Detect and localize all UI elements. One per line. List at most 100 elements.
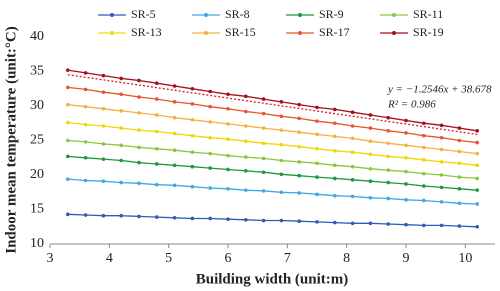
point — [261, 218, 266, 223]
point — [333, 176, 337, 181]
point — [368, 113, 373, 117]
point — [101, 179, 106, 184]
x-tick-label: 4 — [106, 251, 113, 266]
point — [208, 216, 212, 221]
point — [66, 212, 70, 217]
point — [315, 175, 319, 179]
y-tick-label: 15 — [30, 202, 44, 217]
point — [475, 163, 480, 168]
point — [439, 135, 444, 140]
series-line — [67, 121, 478, 166]
point — [66, 154, 70, 159]
point — [457, 224, 462, 228]
point — [66, 85, 70, 90]
legend-label: SR-8 — [225, 7, 250, 21]
point — [422, 184, 426, 188]
point — [244, 155, 248, 159]
point — [119, 143, 123, 148]
legend-label: SR-13 — [131, 25, 162, 39]
y-tick-label: 30 — [30, 98, 44, 113]
point — [350, 194, 355, 199]
point — [475, 188, 480, 192]
point — [333, 163, 337, 168]
legend-marker — [110, 13, 114, 17]
point — [244, 109, 248, 114]
point — [386, 180, 391, 185]
point — [155, 97, 159, 101]
x-tick-label: 7 — [284, 251, 291, 266]
point — [244, 94, 248, 99]
point — [315, 220, 319, 224]
legend-label: SR-9 — [319, 7, 344, 21]
point — [333, 107, 337, 112]
point — [261, 156, 266, 161]
series-line — [67, 213, 478, 228]
point — [119, 126, 123, 130]
trend-r2: R² = 0.986 — [387, 99, 436, 111]
point — [83, 104, 88, 109]
point — [297, 144, 302, 149]
point — [137, 95, 141, 99]
point — [226, 153, 230, 158]
point — [404, 118, 408, 123]
point — [422, 223, 426, 228]
point — [119, 109, 123, 113]
point — [226, 106, 230, 111]
point — [83, 87, 88, 92]
point — [350, 136, 355, 141]
point — [172, 84, 177, 88]
point — [279, 158, 284, 163]
point — [439, 123, 444, 128]
point — [297, 160, 302, 164]
point — [83, 122, 88, 127]
point — [226, 217, 230, 221]
point — [279, 190, 284, 195]
point — [297, 130, 302, 135]
point — [439, 200, 444, 204]
trendline — [67, 74, 478, 136]
point — [315, 132, 319, 137]
point — [101, 90, 106, 94]
point — [244, 124, 248, 128]
point — [190, 133, 195, 138]
point — [457, 187, 462, 191]
point — [333, 149, 337, 153]
point — [226, 187, 230, 191]
legend-marker — [204, 31, 208, 35]
point — [386, 115, 391, 120]
point — [172, 215, 177, 220]
legend-label: SR-15 — [225, 25, 256, 39]
point — [457, 201, 462, 206]
legend-marker — [204, 13, 208, 17]
point — [190, 184, 195, 189]
point — [457, 126, 462, 130]
point — [279, 142, 284, 147]
y-tick-label: 25 — [30, 133, 44, 148]
point — [155, 81, 159, 86]
point — [457, 161, 462, 166]
point — [350, 150, 355, 155]
point — [244, 218, 248, 222]
point — [137, 111, 141, 115]
point — [244, 169, 248, 173]
point — [155, 146, 159, 151]
point — [208, 186, 212, 190]
point — [101, 106, 106, 111]
point — [119, 158, 123, 163]
point — [422, 158, 426, 162]
point — [190, 102, 195, 106]
point — [226, 167, 230, 172]
series-line — [67, 139, 478, 180]
point — [333, 193, 337, 198]
point — [297, 219, 302, 224]
point — [226, 122, 230, 126]
point — [404, 155, 408, 160]
x-axis-label: Building width (unit:m) — [196, 271, 349, 287]
legend-label: SR-5 — [131, 7, 156, 21]
point — [137, 128, 141, 132]
point — [457, 149, 462, 154]
x-tick-label: 6 — [225, 251, 232, 266]
point — [244, 188, 248, 192]
